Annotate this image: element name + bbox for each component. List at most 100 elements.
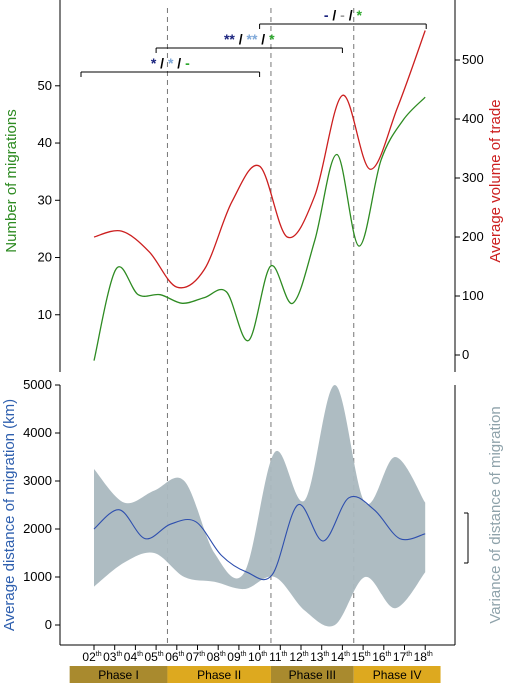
x-tick-number: 02 — [82, 650, 96, 664]
y-tick-label: 2000 — [23, 521, 52, 536]
significance-labels: ** / ** / * — [224, 31, 275, 47]
phase-label: Phase IV — [373, 668, 422, 682]
significance-mark: * — [168, 55, 174, 71]
significance-separator: / — [235, 31, 247, 47]
x-tick-number: 03 — [103, 650, 117, 664]
significance-separator: / — [156, 55, 168, 71]
significance-labels: - / - / * — [324, 7, 363, 23]
x-tick-suffix: th — [303, 651, 309, 658]
significance-mark: ** — [224, 31, 235, 47]
x-tick-suffix: th — [344, 651, 350, 658]
y-tick-label: 30 — [38, 192, 52, 207]
significance-labels: * / * / - — [151, 55, 190, 71]
x-tick-label: 16th — [372, 650, 391, 664]
x-tick-number: 14 — [331, 650, 345, 664]
y-tick-label: 1000 — [23, 569, 52, 584]
significance-separator: / — [173, 55, 185, 71]
x-tick-number: 15 — [351, 650, 365, 664]
phase-label: Phase III — [289, 668, 336, 682]
x-tick-label: 02th — [82, 650, 101, 664]
y2-tick-label: 100 — [462, 288, 484, 303]
x-tick-label: 13th — [310, 650, 329, 664]
x-axis: 02th 03th 04th 05th 06th 07th 08th 09th 10th 11th… — [60, 644, 455, 664]
x-tick-number: 06 — [165, 650, 179, 664]
y-tick-label: 20 — [38, 250, 52, 265]
x-tick-suffix: th — [427, 651, 433, 658]
x-tick-label: 08th — [207, 650, 226, 664]
phase-divider-lines — [166, 8, 355, 645]
significance-mark: * — [357, 7, 363, 23]
x-tick-label: 11th — [269, 650, 287, 664]
phase-segment — [353, 666, 441, 683]
y2-tick-label: 300 — [462, 170, 484, 185]
x-tick-suffix: th — [199, 651, 205, 658]
x-tick-label: 17th — [393, 650, 412, 664]
y2-tick-label: 0 — [462, 347, 469, 362]
y2-tick-label: 400 — [462, 111, 484, 126]
x-tick-number: 05 — [144, 650, 158, 664]
significance-separator: / — [257, 31, 269, 47]
significance-mark: * — [151, 55, 157, 71]
mean-distance-line — [93, 495, 426, 581]
x-tick-suffix: th — [365, 651, 371, 658]
y-tick-label: 50 — [38, 78, 52, 93]
x-tick-number: 11 — [269, 650, 282, 664]
x-tick-label: 04th — [124, 650, 143, 664]
x-tick-label: 03th — [103, 650, 122, 664]
x-tick-suffix: th — [386, 651, 392, 658]
y-axis-label-migrations: Number of migrations — [3, 109, 20, 252]
x-tick-number: 04 — [124, 650, 138, 664]
x-tick-label: 10th — [248, 650, 267, 664]
x-tick-suffix: th — [261, 651, 267, 658]
x-tick-label: 14th — [331, 650, 350, 664]
significance-mark: * — [269, 31, 275, 47]
y2-axis-label-variance: Variance of distance of migration — [487, 406, 504, 623]
y-tick-label: 3000 — [23, 473, 52, 488]
y-tick-label: 4000 — [23, 425, 52, 440]
significance-separator: / — [345, 7, 357, 23]
x-tick-number: 16 — [372, 650, 386, 664]
phase-segment — [270, 666, 354, 683]
y2-axis-label-trade: Average volume of trade — [487, 99, 504, 262]
y-tick-label: 5000 — [23, 377, 52, 392]
significance-mark: - — [324, 7, 329, 23]
x-tick-suffix: th — [406, 651, 412, 658]
bottom-panel: 0 1000 2000 3000 4000 5000 — [23, 377, 469, 645]
x-tick-label: 15th — [351, 650, 370, 664]
trade-line — [93, 30, 426, 289]
y-tick-label: 10 — [38, 307, 52, 322]
x-tick-suffix: th — [179, 651, 185, 658]
x-tick-suffix: th — [220, 651, 226, 658]
x-tick-number: 09 — [227, 650, 241, 664]
phase-segment — [69, 666, 168, 683]
x-tick-label: 12th — [289, 650, 308, 664]
x-tick-suffix: th — [282, 651, 288, 658]
x-tick-number: 17 — [393, 650, 407, 664]
significance-mark: - — [185, 55, 190, 71]
x-tick-label: 07th — [186, 650, 205, 664]
x-tick-label: 06th — [165, 650, 184, 664]
x-tick-number: 08 — [207, 650, 221, 664]
x-tick-suffix: th — [323, 651, 329, 658]
y-axis-label-distance: Average distance of migration (km) — [1, 399, 18, 631]
y-tick-label: 0 — [45, 617, 52, 632]
x-tick-label: 05th — [144, 650, 163, 664]
x-tick-suffix: th — [158, 651, 164, 658]
x-tick-suffix: th — [96, 651, 102, 658]
phase-segment — [167, 666, 271, 683]
x-tick-suffix: th — [116, 651, 122, 658]
y-tick-label: 40 — [38, 135, 52, 150]
x-tick-number: 18 — [414, 650, 428, 664]
y2-tick-label: 500 — [462, 52, 484, 67]
variance-band — [94, 384, 426, 627]
significance-mark: - — [340, 7, 345, 23]
x-tick-number: 07 — [186, 650, 200, 664]
x-tick-number: 10 — [248, 650, 262, 664]
x-tick-label: 09th — [227, 650, 246, 664]
migrations-line — [93, 96, 426, 361]
x-tick-number: 13 — [310, 650, 324, 664]
significance-mark: ** — [247, 31, 258, 47]
x-tick-suffix: th — [137, 651, 143, 658]
